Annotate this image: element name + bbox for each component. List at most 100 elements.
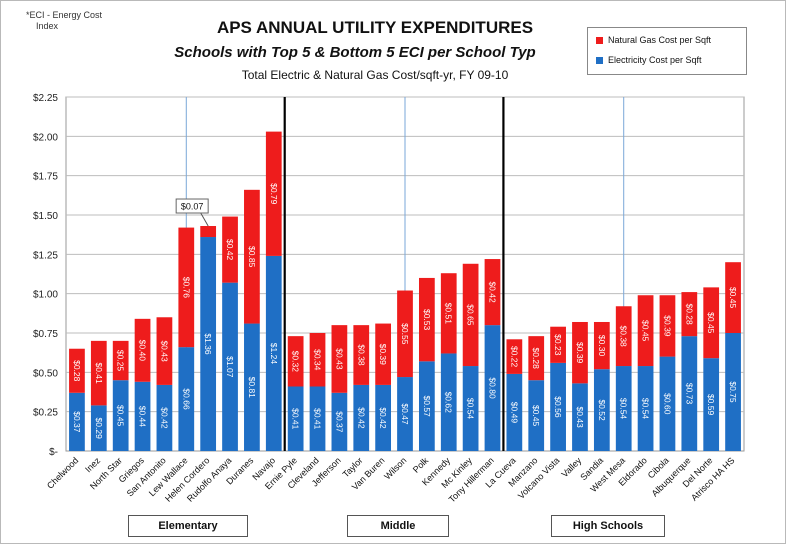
eci-note: *ECI - Energy Cost Index bbox=[26, 10, 102, 32]
data-label-natural-gas: $0.43 bbox=[334, 348, 344, 370]
bar-natural-gas bbox=[462, 263, 479, 367]
data-label-natural-gas: $0.38 bbox=[356, 344, 366, 366]
data-label-electricity: $0.47 bbox=[400, 403, 410, 425]
data-label-electricity: $0.54 bbox=[641, 398, 651, 420]
bar-electricity bbox=[550, 362, 566, 451]
data-label-natural-gas: $0.65 bbox=[466, 304, 476, 326]
bar-natural-gas bbox=[178, 227, 195, 348]
bar-electricity bbox=[134, 381, 151, 451]
data-label-electricity: $0.80 bbox=[487, 377, 497, 399]
data-label-electricity: $1.36 bbox=[203, 333, 213, 355]
bar-electricity bbox=[178, 347, 195, 451]
bar-natural-gas bbox=[637, 295, 654, 367]
y-tick-label: $2.25 bbox=[33, 93, 58, 104]
data-label-electricity: $0.56 bbox=[553, 396, 563, 418]
data-label-natural-gas: $0.55 bbox=[400, 323, 410, 345]
bar-natural-gas bbox=[156, 317, 173, 385]
data-label-electricity: $0.59 bbox=[706, 394, 716, 416]
bar-electricity bbox=[353, 384, 370, 451]
bar-natural-gas bbox=[550, 326, 566, 363]
category-label: Chelwood bbox=[45, 455, 80, 490]
bar-electricity bbox=[397, 377, 413, 451]
bar-electricity bbox=[112, 380, 129, 451]
bar-electricity bbox=[331, 392, 348, 451]
data-label-natural-gas: $0.42 bbox=[487, 281, 497, 303]
bar-electricity bbox=[418, 361, 435, 451]
data-label-electricity: $0.44 bbox=[138, 406, 148, 428]
data-label-natural-gas: $0.76 bbox=[181, 277, 191, 299]
data-label-natural-gas: $0.41 bbox=[94, 362, 104, 384]
data-label-natural-gas: $0.32 bbox=[291, 351, 301, 373]
bar-electricity bbox=[659, 356, 676, 451]
legend: Natural Gas Cost per Sqft Electricity Co… bbox=[587, 27, 747, 75]
data-label-natural-gas: $0.79 bbox=[269, 183, 279, 205]
bar-natural-gas bbox=[90, 340, 107, 406]
data-label-electricity: $0.42 bbox=[159, 407, 169, 429]
data-label-natural-gas: $0.45 bbox=[728, 287, 738, 309]
y-tick-label: $1.00 bbox=[33, 290, 58, 301]
bar-electricity bbox=[440, 353, 457, 451]
bar-electricity bbox=[156, 384, 173, 451]
data-label-electricity: $0.52 bbox=[597, 399, 607, 421]
bar-natural-gas bbox=[353, 325, 370, 385]
data-label-natural-gas: $0.34 bbox=[313, 349, 323, 371]
category-label: Wilson bbox=[382, 455, 408, 481]
bar-natural-gas bbox=[681, 292, 698, 337]
data-label-electricity: $0.60 bbox=[662, 393, 672, 415]
data-label-natural-gas: $0.22 bbox=[509, 346, 519, 368]
data-label-natural-gas: $0.51 bbox=[444, 303, 454, 325]
bar-natural-gas bbox=[134, 318, 151, 382]
chart-subtitle-2: Total Electric & Natural Gas Cost/sqft-y… bbox=[241, 68, 509, 82]
data-label-natural-gas: $0.39 bbox=[575, 342, 585, 364]
data-label-electricity: $0.45 bbox=[531, 405, 541, 427]
chart-title: APS ANNUAL UTILITY EXPENDITURES bbox=[216, 18, 534, 37]
data-label-electricity: $0.42 bbox=[378, 407, 388, 429]
bar-electricity bbox=[309, 386, 326, 451]
data-label-natural-gas: $0.38 bbox=[619, 326, 629, 348]
data-label-electricity: $0.49 bbox=[509, 402, 519, 424]
bar-electricity bbox=[90, 405, 107, 451]
bar-natural-gas bbox=[725, 262, 741, 333]
bar-natural-gas bbox=[418, 277, 435, 362]
bar-natural-gas bbox=[331, 325, 348, 393]
bar-electricity bbox=[528, 380, 545, 451]
data-label-natural-gas: $0.42 bbox=[225, 239, 235, 261]
bar-electricity bbox=[200, 237, 217, 451]
bar-natural-gas bbox=[397, 290, 413, 378]
bar-electricity bbox=[703, 358, 720, 451]
bar-natural-gas bbox=[703, 287, 720, 359]
data-label-natural-gas: $0.45 bbox=[641, 320, 651, 342]
bar-natural-gas bbox=[200, 226, 217, 238]
legend-label-gas: Natural Gas Cost per Sqft bbox=[608, 35, 712, 45]
bar-natural-gas bbox=[615, 306, 632, 367]
data-label-natural-gas: $0.23 bbox=[553, 334, 563, 356]
callout-leader bbox=[199, 211, 209, 227]
data-label-electricity: $0.41 bbox=[291, 408, 301, 430]
data-label-natural-gas: $0.30 bbox=[597, 335, 607, 357]
group-label-middle: Middle bbox=[347, 515, 449, 537]
bar-electricity bbox=[615, 366, 632, 451]
bar-electricity bbox=[681, 336, 698, 451]
data-label-natural-gas: $0.53 bbox=[422, 309, 432, 331]
callout-label: $0.07 bbox=[181, 202, 204, 212]
bar-electricity bbox=[69, 392, 85, 451]
data-label-electricity: $0.62 bbox=[444, 392, 454, 414]
group-label-elementary: Elementary bbox=[128, 515, 248, 537]
bar-electricity bbox=[593, 369, 610, 451]
y-tick-label: $1.75 bbox=[33, 172, 58, 183]
data-label-natural-gas: $0.39 bbox=[662, 315, 672, 337]
bar-electricity bbox=[265, 255, 282, 451]
bar-natural-gas bbox=[593, 321, 610, 370]
bar-electricity bbox=[244, 323, 260, 451]
y-tick-label: $0.50 bbox=[33, 368, 58, 379]
bar-natural-gas bbox=[265, 131, 282, 256]
data-label-natural-gas: $0.43 bbox=[159, 340, 169, 362]
legend-label-electric: Electricity Cost per Sqft bbox=[608, 55, 702, 65]
bar-electricity bbox=[462, 366, 479, 451]
bar-natural-gas bbox=[112, 340, 129, 381]
bar-electricity bbox=[725, 333, 741, 451]
y-tick-label: $0.25 bbox=[33, 408, 58, 419]
bar-natural-gas bbox=[222, 216, 238, 283]
data-label-electricity: $0.37 bbox=[72, 411, 82, 433]
bar-natural-gas bbox=[484, 259, 501, 326]
